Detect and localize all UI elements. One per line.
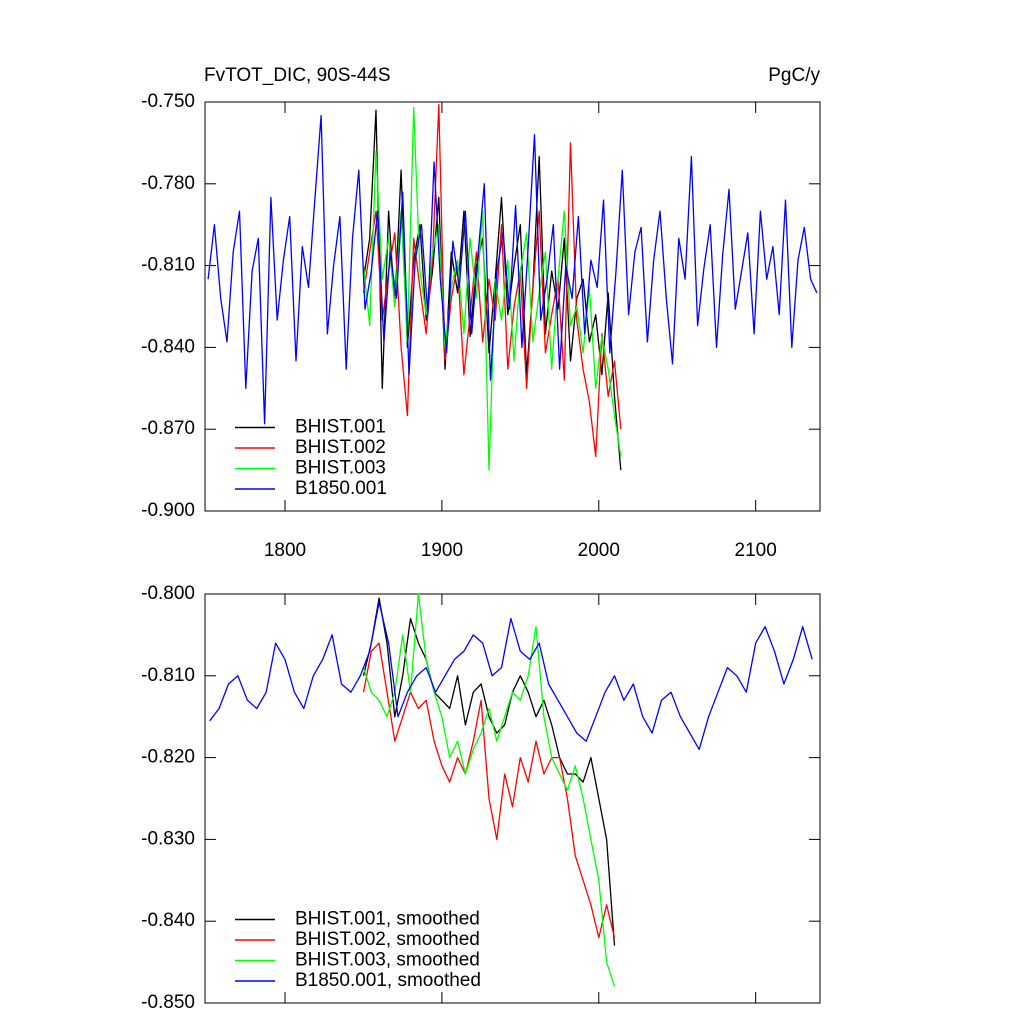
y-tick-label: -0.810: [141, 665, 195, 686]
y-tick-label: -0.780: [141, 173, 195, 194]
chart-title: FvTOT_DIC, 90S-44S: [204, 65, 391, 86]
series-line: [209, 601, 813, 751]
units-label: PgC/y: [768, 65, 820, 86]
y-tick-label: -0.900: [141, 500, 195, 521]
plot-frame: [204, 593, 821, 1004]
y-tick-label: -0.810: [141, 255, 195, 276]
legend-label: B1850.001, smoothed: [295, 970, 481, 991]
x-tick-label: 1900: [421, 540, 463, 561]
y-tick-label: -0.840: [141, 336, 195, 357]
series-line: [362, 104, 622, 458]
legend-label: BHIST.002, smoothed: [295, 929, 480, 950]
x-tick-label: 2100: [735, 540, 777, 561]
series-line: [362, 642, 616, 939]
legend-label: BHIST.002: [295, 437, 386, 458]
x-tick-label: 2000: [578, 540, 620, 561]
y-tick-label: -0.800: [141, 583, 195, 604]
x-tick-label: 1800: [264, 540, 306, 561]
y-tick-label: -0.840: [141, 910, 195, 931]
legend-label: B1850.001: [295, 478, 387, 499]
series-line: [207, 114, 818, 425]
legend-label: BHIST.001: [295, 417, 386, 438]
legend-label: BHIST.003, smoothed: [295, 950, 480, 971]
y-tick-label: -0.820: [141, 747, 195, 768]
legend-label: BHIST.001, smoothed: [295, 909, 480, 930]
series-line: [362, 593, 616, 987]
y-tick-label: -0.830: [141, 828, 195, 849]
y-tick-label: -0.870: [141, 418, 195, 439]
series-line: [362, 106, 622, 471]
y-tick-label: -0.850: [141, 992, 195, 1013]
plot-frame: [204, 101, 821, 512]
y-tick-label: -0.750: [141, 91, 195, 112]
legend-label: BHIST.003: [295, 458, 386, 479]
